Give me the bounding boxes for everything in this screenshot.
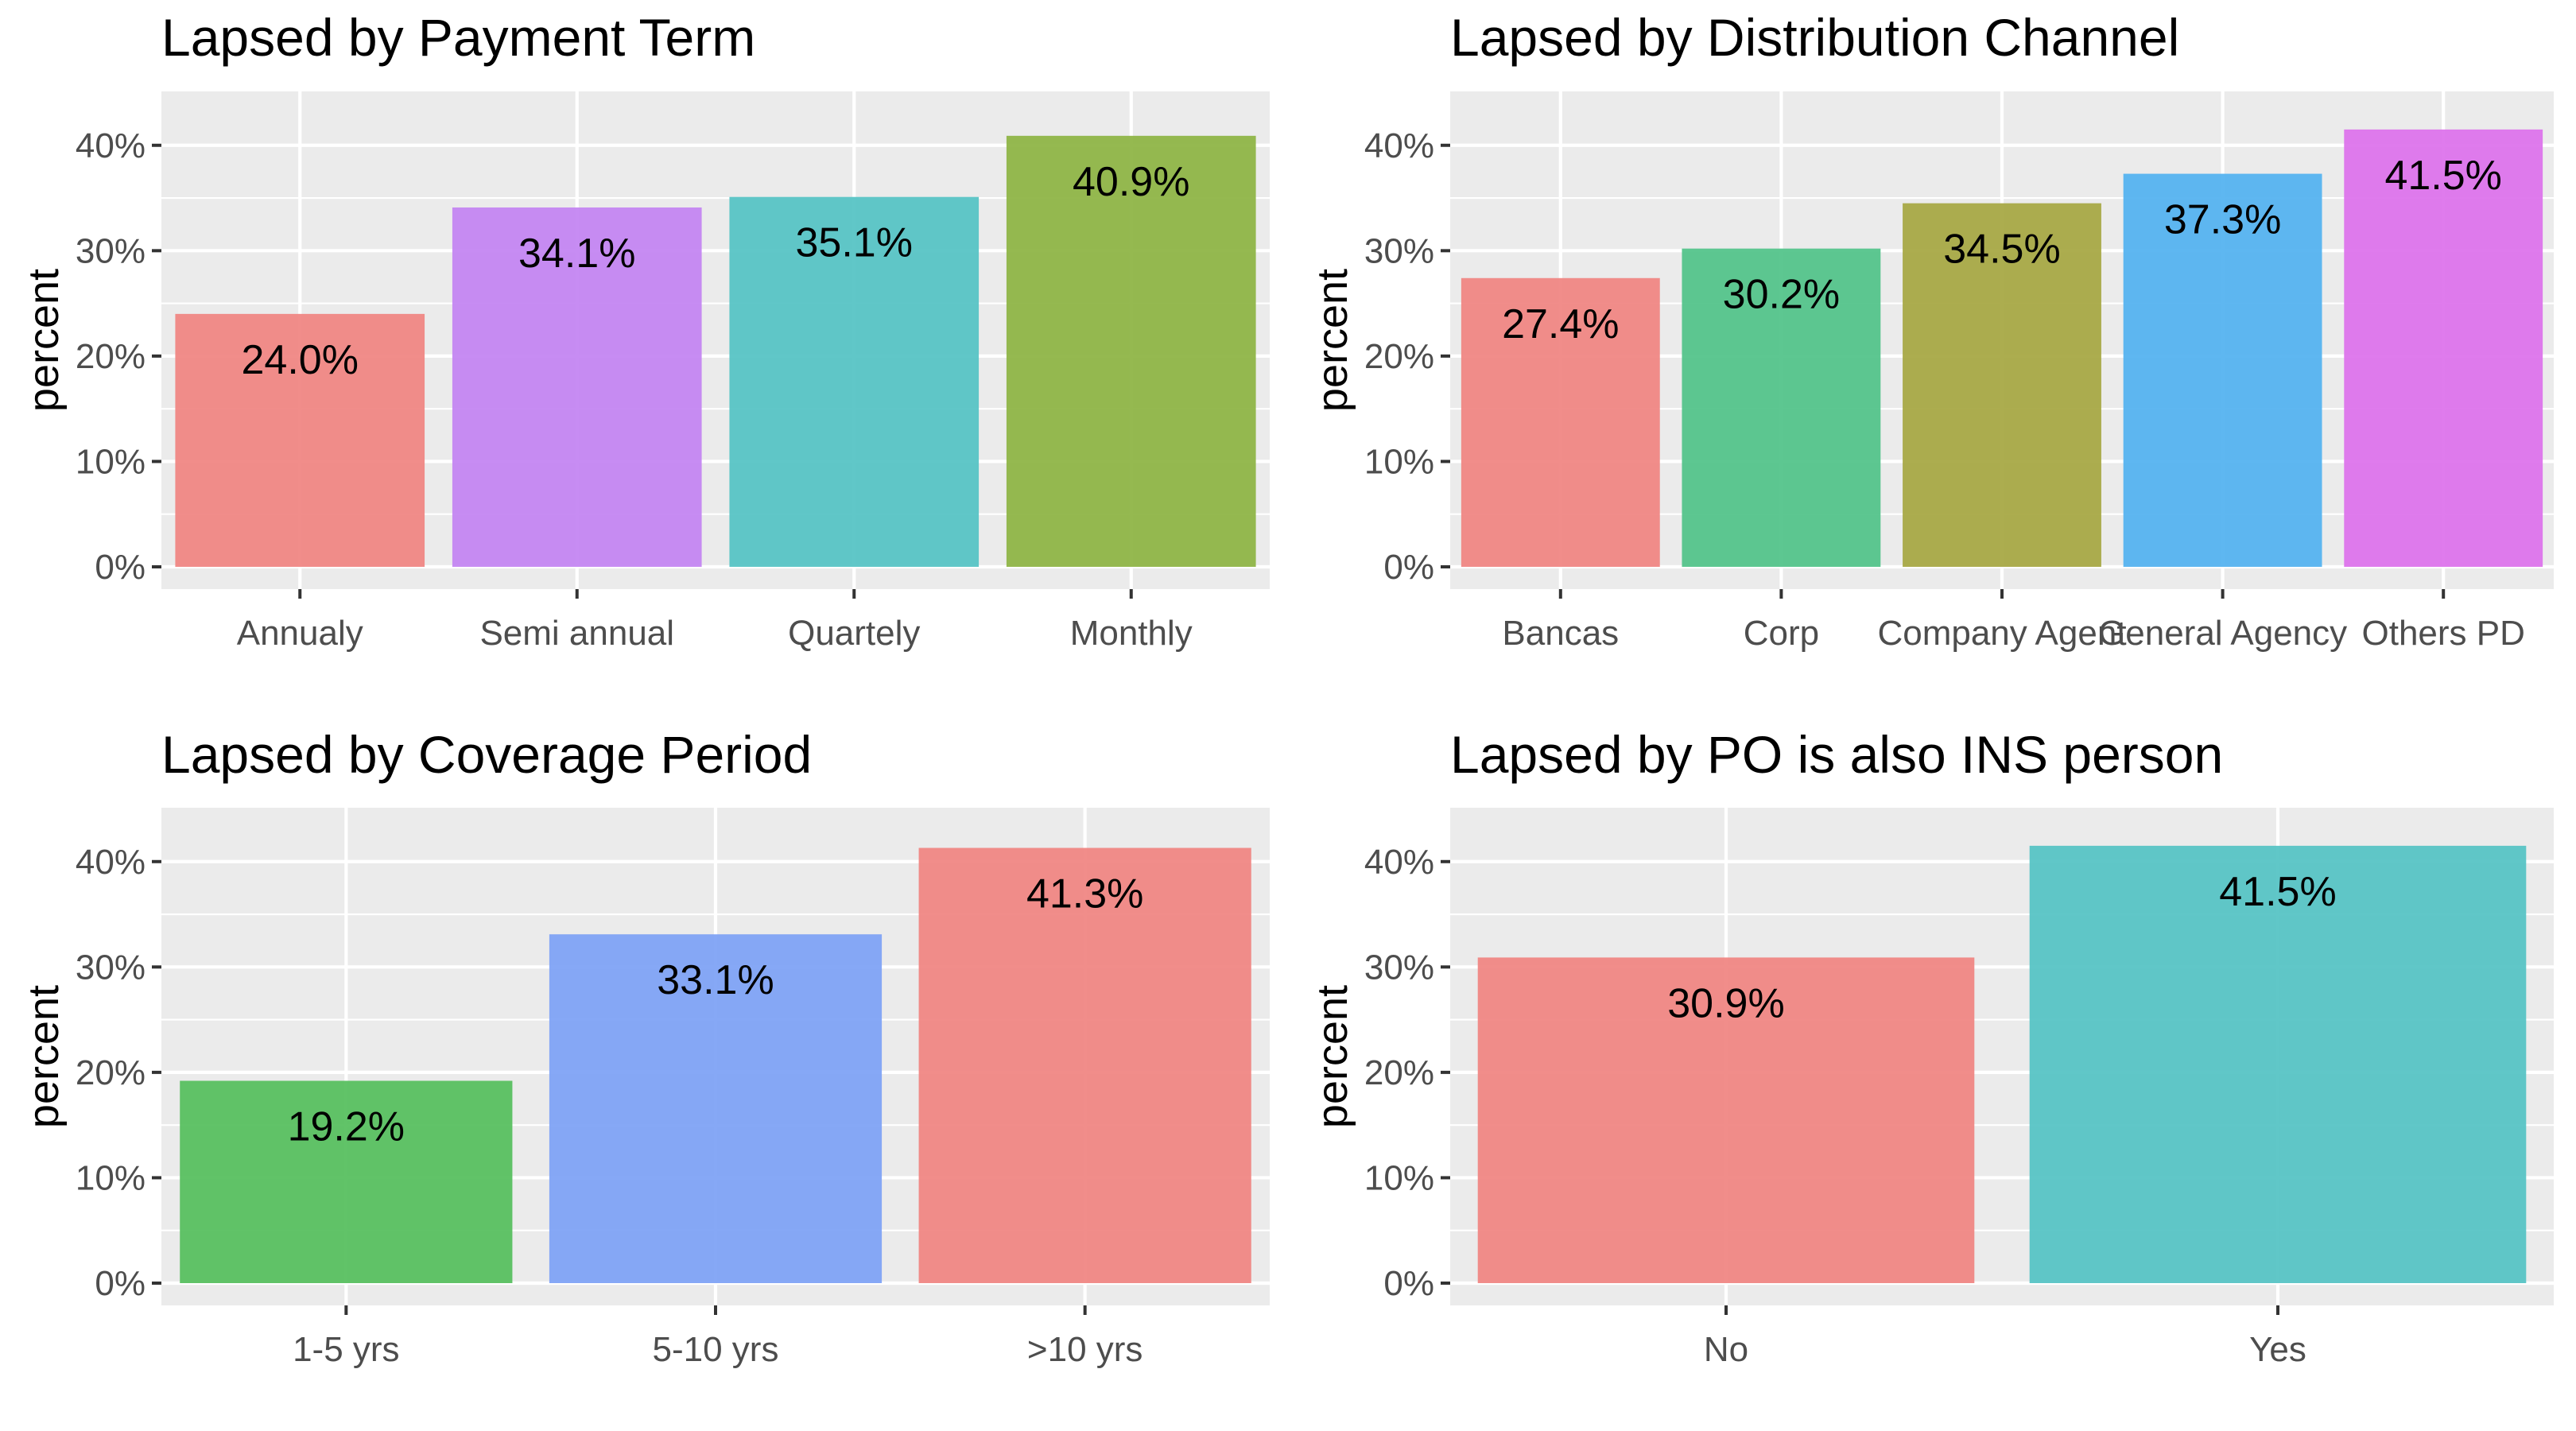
- data-label: 27.4%: [1502, 301, 1619, 347]
- y-tick-label: 40%: [1364, 843, 1434, 882]
- y-tick-label: 20%: [76, 1053, 145, 1092]
- bar-3: [729, 196, 980, 567]
- data-label: 41.5%: [2384, 153, 2501, 199]
- y-tick-label: 10%: [1364, 1158, 1434, 1197]
- x-tick-label: 5-10 yrs: [653, 1330, 779, 1369]
- y-tick-label: 30%: [1364, 231, 1434, 270]
- bar-3: [918, 847, 1251, 1283]
- bar-4: [2123, 173, 2322, 567]
- data-label: 37.3%: [2164, 197, 2281, 243]
- x-tick-label: Bancas: [1502, 614, 1619, 653]
- y-tick-label: 20%: [1364, 337, 1434, 376]
- data-label: 34.1%: [518, 231, 635, 277]
- data-label: 33.1%: [657, 957, 774, 1003]
- panel-title: Lapsed by Payment Term: [161, 8, 755, 67]
- bar-2: [1682, 248, 1881, 567]
- x-tick-label: Annualy: [237, 614, 363, 653]
- y-tick-label: 0%: [1383, 548, 1434, 587]
- y-tick-label: 0%: [95, 1264, 145, 1303]
- panel-title: Lapsed by Distribution Channel: [1450, 8, 2179, 67]
- data-label: 30.2%: [1723, 272, 1840, 318]
- panel-2: 0% 10% 20% 30% 40% 27.4% Bancas 30.2% Corp 34.5% C…: [1309, 8, 2554, 653]
- bar-2: [549, 934, 883, 1283]
- bar-1: [1461, 277, 1660, 567]
- y-tick-label: 30%: [76, 948, 145, 987]
- panel-title: Lapsed by PO is also INS person: [1450, 725, 2223, 784]
- x-tick-label: Corp: [1744, 614, 1819, 653]
- panel-1: 0% 10% 20% 30% 40% 24.0% Annualy 34.1% Semi annu…: [20, 8, 1270, 653]
- x-tick-label: Semi annual: [479, 614, 674, 653]
- panel-4: 0% 10% 20% 30% 40% 30.9% No 41.5% Yes Lapsed by P…: [1309, 725, 2554, 1369]
- data-label: 30.9%: [1667, 980, 1784, 1026]
- panel-title: Lapsed by Coverage Period: [161, 725, 812, 784]
- data-label: 24.0%: [242, 337, 359, 383]
- y-tick-label: 20%: [1364, 1053, 1434, 1092]
- bar-1: [180, 1080, 513, 1283]
- y-axis-title: percent: [1309, 985, 1356, 1128]
- y-tick-label: 20%: [76, 337, 145, 376]
- bar-4: [1006, 135, 1256, 567]
- data-label: 35.1%: [796, 220, 913, 266]
- y-tick-label: 30%: [1364, 948, 1434, 987]
- bar-1: [1477, 957, 1975, 1283]
- y-tick-label: 10%: [76, 1158, 145, 1197]
- y-tick-label: 40%: [76, 843, 145, 882]
- bar-3: [1903, 203, 2101, 567]
- x-tick-label: Quartely: [788, 614, 920, 653]
- data-label: 40.9%: [1073, 159, 1189, 205]
- y-tick-label: 0%: [1383, 1264, 1434, 1303]
- x-tick-label: >10 yrs: [1027, 1330, 1143, 1369]
- data-label: 41.5%: [2219, 869, 2336, 915]
- x-tick-label: Yes: [2249, 1330, 2306, 1369]
- y-tick-label: 0%: [95, 548, 145, 587]
- y-axis-title: percent: [20, 269, 68, 412]
- y-axis-title: percent: [20, 985, 68, 1128]
- x-tick-label: No: [1704, 1330, 1748, 1369]
- y-tick-label: 10%: [76, 442, 145, 481]
- x-tick-label: Monthly: [1070, 614, 1193, 653]
- bar-5: [2344, 129, 2543, 567]
- x-tick-label: Others PD: [2362, 614, 2525, 653]
- x-tick-label: General Agency: [2098, 614, 2347, 653]
- y-tick-label: 10%: [1364, 442, 1434, 481]
- y-tick-label: 30%: [76, 231, 145, 270]
- y-axis-title: percent: [1309, 269, 1356, 412]
- panel-3: 0% 10% 20% 30% 40% 19.2% 1-5 yrs 33.1% 5-10 yrs 4…: [20, 725, 1270, 1369]
- y-tick-label: 40%: [1364, 126, 1434, 165]
- bar-1: [175, 313, 425, 567]
- x-tick-label: 1-5 yrs: [293, 1330, 399, 1369]
- data-label: 19.2%: [288, 1103, 405, 1150]
- x-tick-label: Company Agent: [1877, 614, 2126, 653]
- y-tick-label: 40%: [76, 126, 145, 165]
- data-label: 41.3%: [1026, 871, 1143, 917]
- bar-2: [2029, 845, 2527, 1283]
- bar-2: [452, 207, 702, 567]
- data-label: 34.5%: [1943, 227, 2060, 273]
